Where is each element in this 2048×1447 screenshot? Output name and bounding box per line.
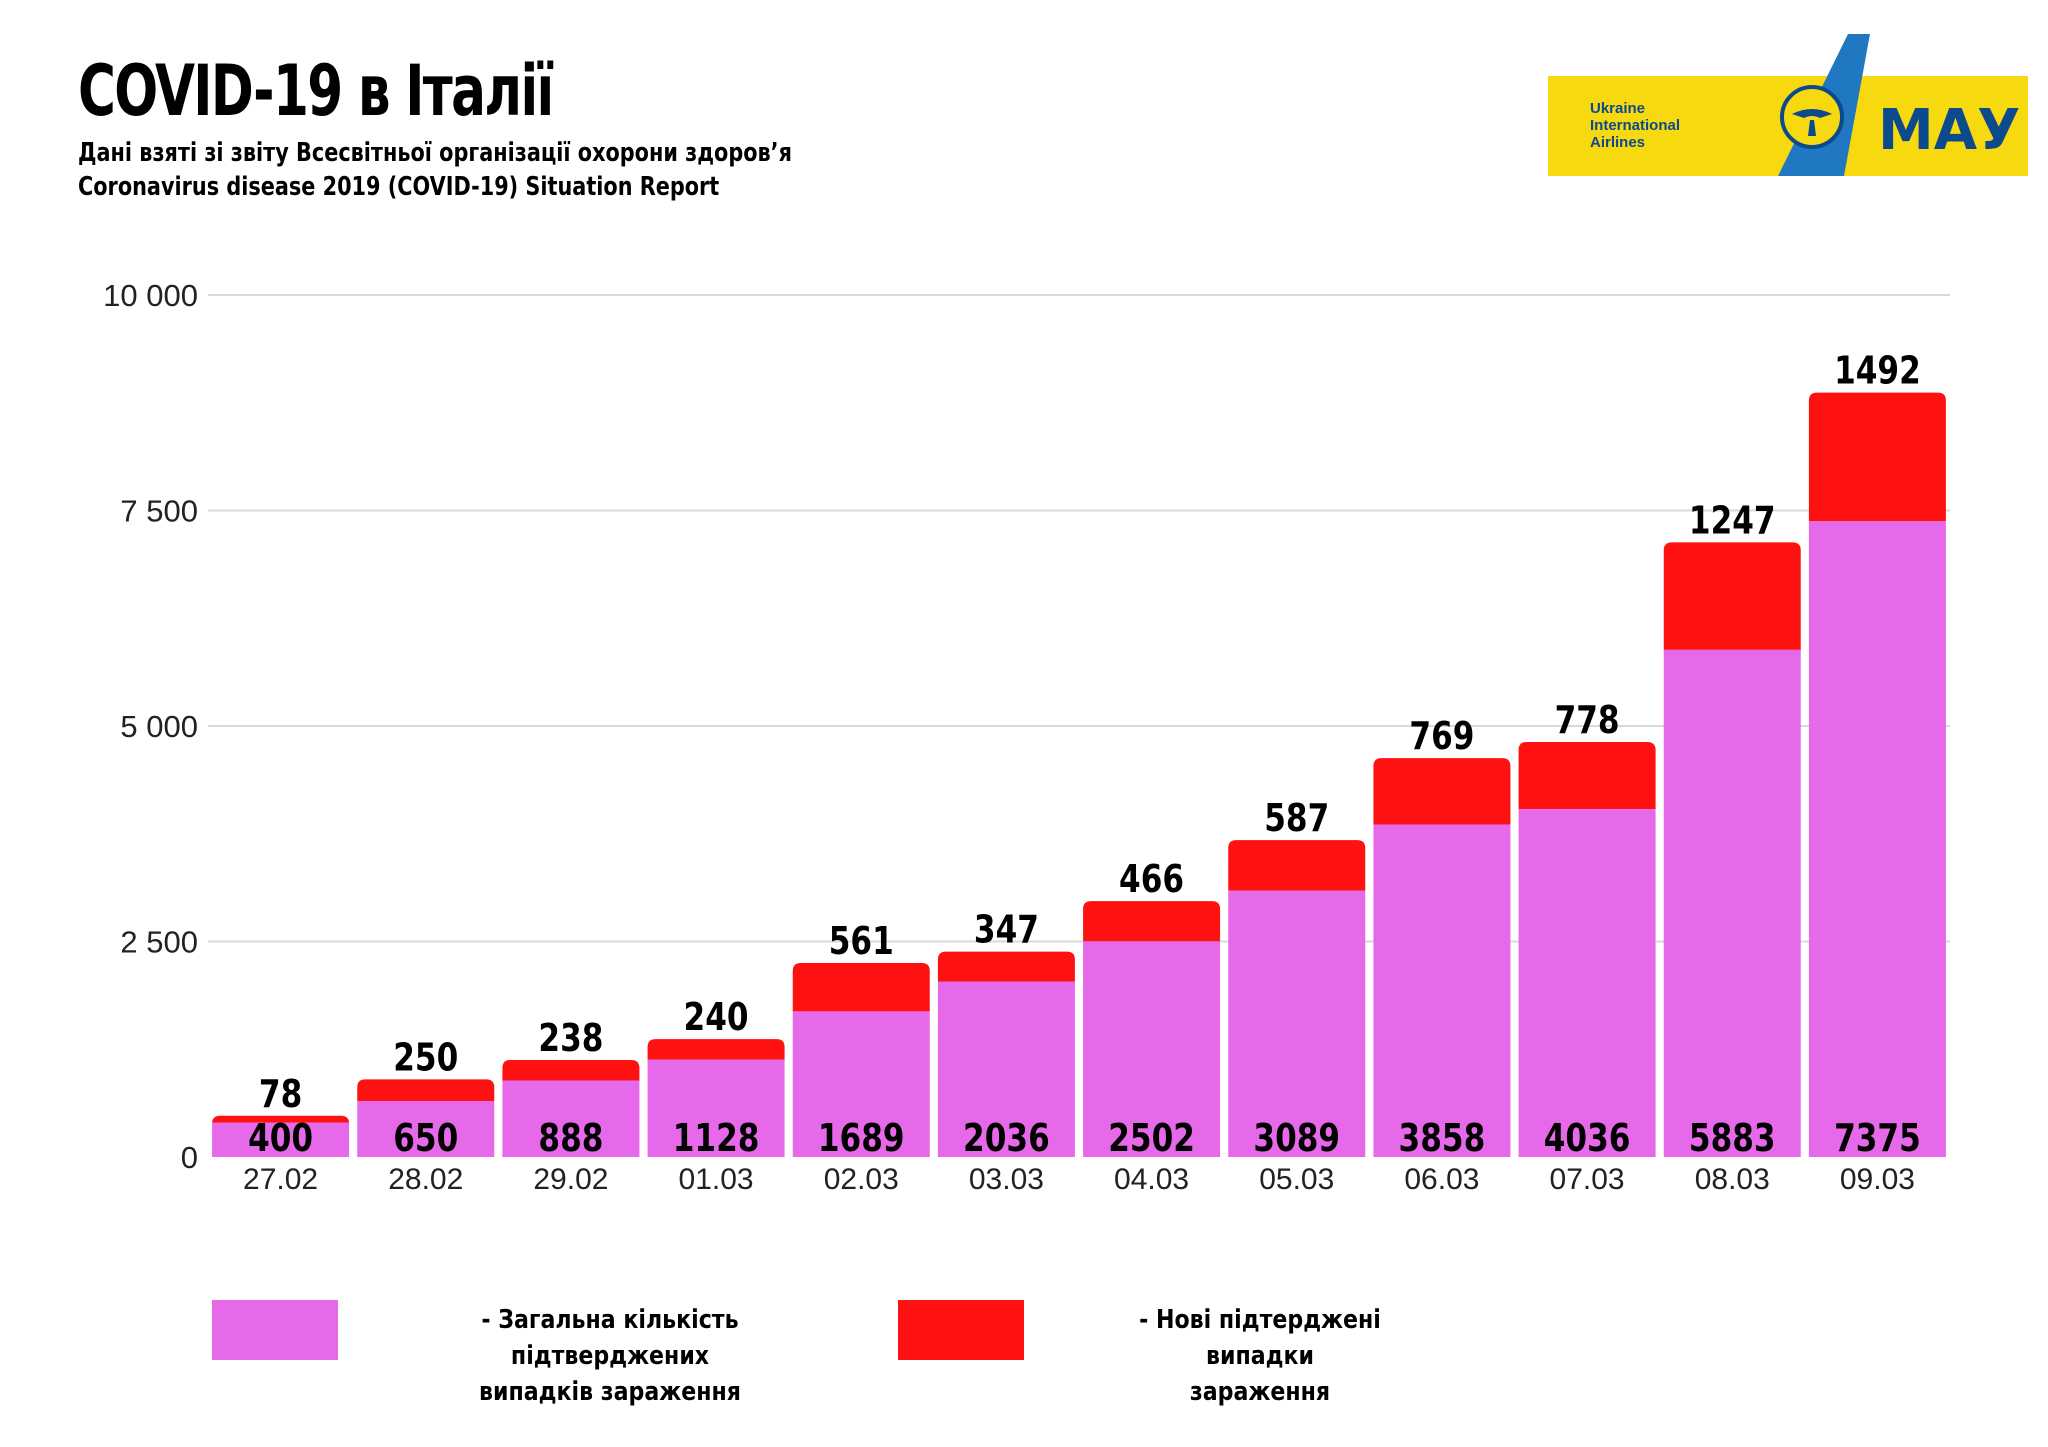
bar-segment-new [1663,542,1801,650]
data-label-total: 2036 [963,1117,1050,1161]
logo-name-line-3: Airlines [1590,134,1645,151]
legend-label-total: - Загальна кількість підтверджених випад… [389,1302,831,1410]
bar-segment-total [1808,521,1946,1157]
x-tick-label: 05.03 [1259,1163,1334,1196]
legend-swatch-new [898,1300,1024,1360]
data-label-new: 78 [259,1073,302,1117]
bar-segment-new [1083,901,1221,942]
legend-swatch-total [212,1300,338,1360]
data-label-total: 650 [393,1117,458,1161]
x-tick-label: 04.03 [1114,1163,1189,1196]
data-label-total: 3089 [1253,1117,1340,1161]
bar-segment-new [1808,392,1946,522]
uia-bird-emblem-icon [1780,85,1844,149]
data-label-new: 347 [974,909,1039,953]
x-tick-label: 06.03 [1404,1163,1479,1196]
y-tick-label: 7 500 [120,494,198,529]
data-label-new: 1247 [1689,499,1776,543]
subtitle-line-2: Coronavirus disease 2019 (COVID-19) Situ… [78,172,720,202]
bar-segment-total [1083,941,1221,1157]
bar-segment-new [1518,742,1656,810]
airline-logo: Ukraine International Airlines МАУ [1548,34,2028,176]
x-tick-label: 01.03 [679,1163,754,1196]
bar-segment-new [647,1039,785,1060]
bar-segment-new [502,1059,640,1081]
data-label-new: 561 [829,920,894,964]
bar-segment-total [212,1122,350,1157]
bar-segment-total [502,1080,640,1157]
data-label-total: 1128 [673,1117,760,1161]
x-tick-label: 08.03 [1695,1163,1770,1196]
data-label-total: 4036 [1544,1117,1631,1161]
x-tick-label: 28.02 [388,1163,463,1196]
logo-name-line-2: International [1590,117,1680,134]
subtitle-line-1: Дані взяті зі звіту Всесвітньої організа… [78,138,792,168]
data-label-new: 240 [684,996,749,1040]
y-tick-label: 0 [181,1140,198,1175]
data-label-new: 250 [393,1037,458,1081]
y-tick-label: 5 000 [120,709,198,744]
legend-label-total-line-1: - Загальна кількість підтверджених [481,1305,739,1371]
legend-label-new: - Нові підтерджені випадки зараження [1082,1302,1439,1410]
y-tick-label: 10 000 [103,278,198,313]
data-label-total: 5883 [1689,1117,1776,1161]
data-label-total: 888 [538,1117,603,1161]
data-label-new: 238 [538,1017,603,1061]
page-title: COVID-19 в Італії [78,50,554,132]
logo-wordmark: МАУ [1878,98,2020,163]
logo-name-line-1: Ukraine [1590,100,1645,117]
data-label-new: 769 [1409,715,1474,759]
bar-segment-total [647,1059,785,1157]
y-tick-label: 2 500 [120,925,198,960]
data-label-total: 1689 [818,1117,905,1161]
bar-segment-new [937,951,1075,982]
x-tick-label: 02.03 [824,1163,899,1196]
x-tick-label: 07.03 [1550,1163,1625,1196]
data-label-total: 400 [248,1117,313,1161]
bar-segment-new [792,963,930,1012]
bar-segment-new [212,1115,350,1124]
legend-label-total-line-2: випадків зараження [479,1377,741,1407]
data-label-total: 7375 [1834,1117,1921,1161]
x-tick-label: 27.02 [243,1163,318,1196]
bar-segment-total [357,1100,495,1157]
data-label-total: 2502 [1108,1117,1195,1161]
bar-segment-total [1663,649,1801,1157]
legend-label-new-line-1: - Нові підтерджені випадки [1139,1305,1381,1371]
x-tick-label: 09.03 [1840,1163,1915,1196]
x-tick-label: 03.03 [969,1163,1044,1196]
bar-segment-new [357,1079,495,1101]
bar-segment-total [1373,824,1511,1157]
data-label-new: 466 [1119,858,1184,902]
x-tick-label: 29.02 [533,1163,608,1196]
bar-segment-new [1373,758,1511,825]
bar-segment-total [792,1011,930,1157]
bar-segment-total [937,981,1075,1157]
data-label-total: 3858 [1399,1117,1486,1161]
bar-segment-new [1228,840,1366,891]
bar-segment-total [1518,809,1656,1157]
data-label-new: 587 [1264,797,1329,841]
data-label-new: 1492 [1834,350,1921,394]
data-label-new: 778 [1555,699,1620,743]
legend-label-new-line-2: зараження [1189,1377,1331,1407]
bar-segment-total [1228,890,1366,1157]
